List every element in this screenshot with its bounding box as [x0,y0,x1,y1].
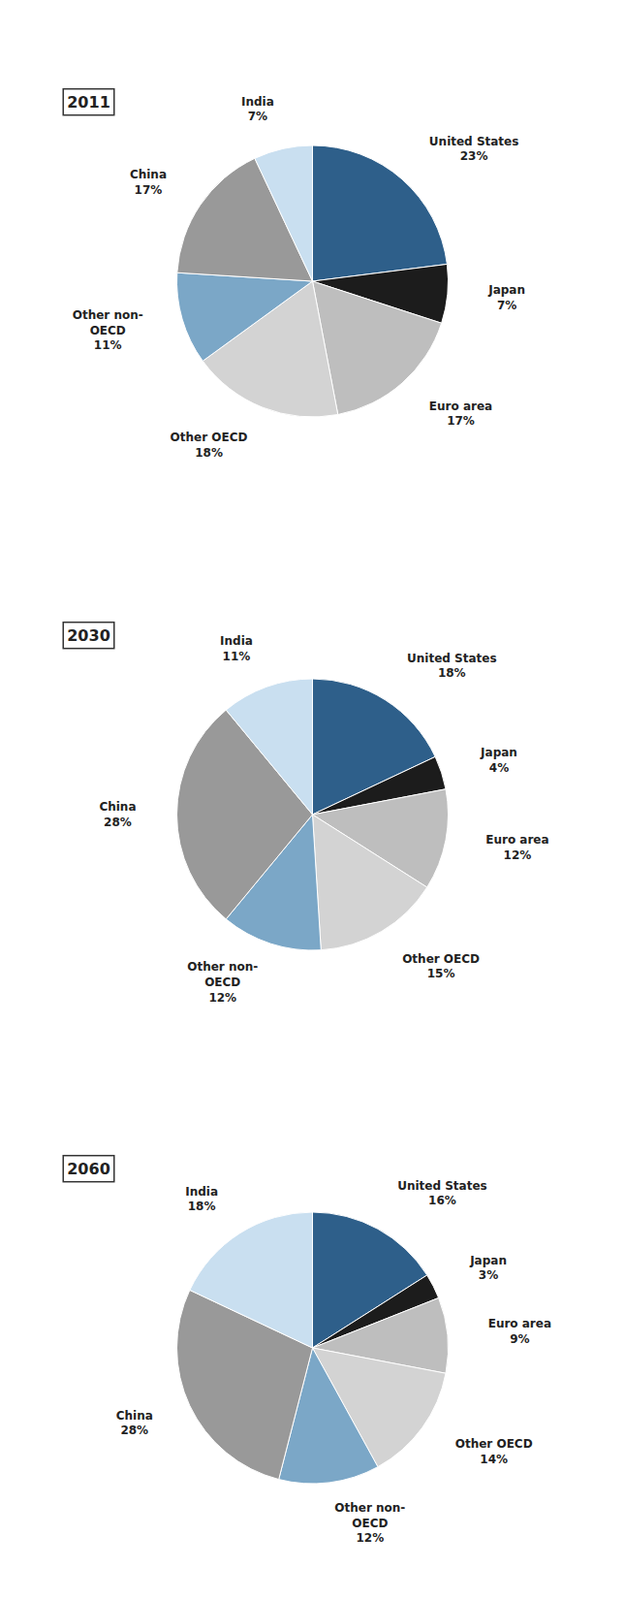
slice-label-value: 18% [437,665,467,680]
slice-label-value: 12% [355,1530,384,1544]
slice-label-value: 18% [194,445,223,460]
slice-label-name: China [129,167,167,182]
slice-label-value: 11% [93,338,123,352]
slice-label-name: United States [406,651,498,665]
slice-labels: United States18%Japan4%Euro area12%Other… [98,633,549,1004]
slice-label-name: Euro area [488,1315,552,1330]
pie-slice [312,813,428,950]
slice-label-name: United States [429,134,520,149]
label-line: India [241,94,275,109]
slice-label-value: 3% [478,1267,499,1282]
slice-label-value: 28% [120,1422,149,1437]
label-line: Japan [487,282,526,297]
label-line: OECD [351,1515,388,1530]
slice-label-name: Other OECD [455,1436,533,1450]
label-line: Other OECD [170,430,249,444]
slice-label-name: Other non-OECD [72,308,144,338]
chart-title: 2060 [66,1158,111,1178]
year-box-frame [62,622,115,649]
pie-panel: United States23%Japan7%Euro area17%Other… [62,89,526,460]
label-line: Japan [468,1252,507,1267]
slice-label-name: Other OECD [170,430,249,444]
slice-label-name: Other OECD [402,951,480,966]
label-line: Japan [479,745,518,759]
slice-label-value: 17% [134,183,163,197]
slice-label-name: Euro area [485,832,549,846]
label-line: Other non- [72,308,144,322]
chart-title: 2030 [66,625,111,645]
label-line: United States [397,1178,488,1192]
slices [176,1211,448,1483]
slice-label-value: 7% [248,109,268,124]
label-line: India [185,1184,219,1198]
year-box: 2030 [62,622,115,649]
label-line: Other OECD [455,1436,533,1450]
pie-panel: United States16% Japan3% Euro area9% Other … [62,1155,552,1544]
slice-labels: United States23%Japan7%Euro area17%Other… [72,94,526,460]
slice-label-value: 14% [479,1451,508,1466]
slice-label-value: 4% [489,760,509,775]
label-line: Euro area [488,1315,552,1330]
label-line: China [98,799,136,813]
year-box-frame [62,1155,115,1182]
slice-label-name: China [98,799,136,813]
slice-labels: United States16% Japan3% Euro area9% Other … [116,1178,552,1544]
slice-label-name: United States [397,1178,488,1192]
label-line: OECD [90,323,126,338]
slice-label-name: Japan [487,282,526,297]
label-line: United States [429,134,520,149]
slice-label-value: 9% [509,1331,530,1345]
label-line: Other non- [334,1500,406,1514]
label-line: India [219,633,253,648]
slice-label-name: India [219,633,253,648]
label-line: United States [406,651,498,665]
slice-label-name: China [116,1407,154,1422]
slice-label-value: 18% [187,1198,217,1213]
slice-label-value: 12% [208,990,237,1004]
label-line: China [116,1407,154,1422]
chart-title: 2011 [66,93,111,112]
slice-label-value: 17% [446,413,475,428]
slice-label-name: Japan [479,745,518,759]
label-line: Euro area [485,832,549,846]
label-line: Other OECD [402,951,480,966]
figure: United States23%Japan7%Euro area17%Other… [0,0,625,1599]
label-line: Other non- [187,959,258,973]
year-box: 2011 [62,89,115,116]
slice-label-value: 28% [103,814,132,829]
label-line: Euro area [429,399,493,413]
label-line: China [129,167,167,182]
slice-label-name: Euro area [429,399,493,413]
slice-label-name: Japan [468,1252,507,1267]
slice-label-value: 15% [427,966,456,980]
pie-slice [225,678,313,814]
slice-label-value: 11% [222,649,251,663]
slice-label-value: 7% [497,298,517,313]
slice-label-value: 16% [428,1192,457,1207]
slice-label-value: 12% [503,847,532,862]
slice-label-name: India [241,94,275,109]
slices [177,678,449,950]
pie-slice [312,145,448,282]
slice-label-value: 23% [460,149,489,163]
pie-slice [176,272,313,361]
slices [176,145,448,417]
label-line: OECD [204,974,241,989]
year-box: 2060 [62,1155,115,1182]
slice-label-name: India [185,1184,219,1198]
year-box-frame [62,89,115,116]
slice-label-name: Other non-OECD [334,1500,406,1530]
pie-slice [254,145,313,282]
pie-slice [189,1211,313,1347]
pie-panel: United States18%Japan4%Euro area12%Other… [62,622,549,1004]
slice-label-name: Other non-OECD [187,959,258,989]
